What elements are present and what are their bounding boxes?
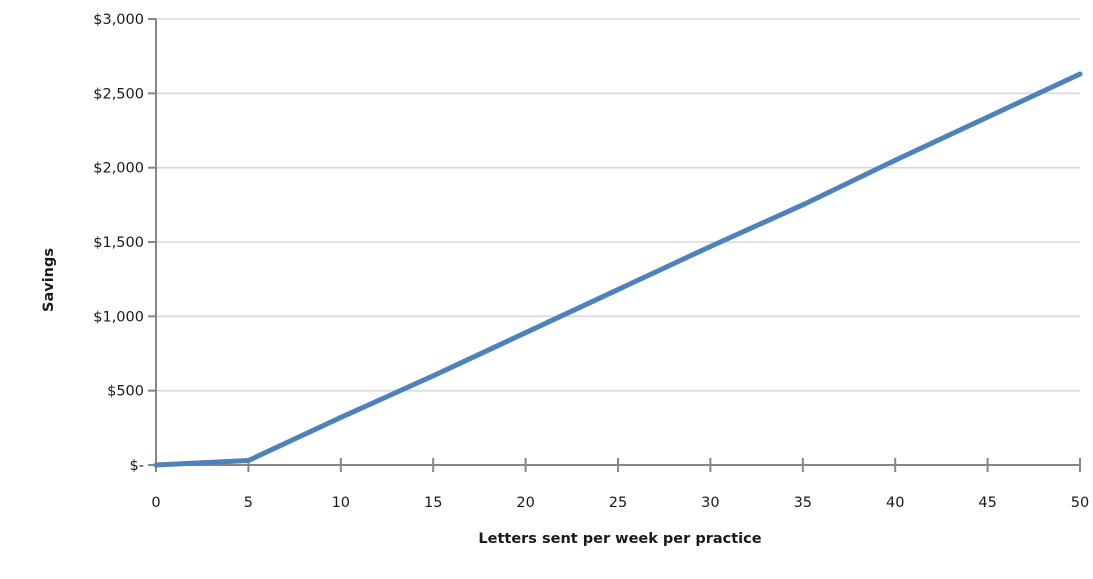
x-axis-title: Letters sent per week per practice [478, 531, 761, 547]
x-tick-label: 25 [609, 495, 627, 511]
x-tick-label: 30 [701, 495, 719, 511]
y-tick-label: $1,000 [93, 309, 144, 325]
x-tick-label: 10 [332, 495, 350, 511]
series-group [156, 74, 1080, 465]
gridlines [156, 19, 1080, 391]
y-tick-label: $3,000 [93, 12, 144, 28]
y-tick-label: $500 [107, 384, 144, 400]
x-tick-label: 50 [1071, 495, 1089, 511]
x-tick-label: 5 [244, 495, 253, 511]
y-axis-title: Savings [41, 248, 57, 312]
x-tick-label: 40 [886, 495, 904, 511]
x-tick-label: 15 [424, 495, 442, 511]
x-tick-label: 0 [151, 495, 160, 511]
x-tick-label: 45 [978, 495, 996, 511]
y-tick-label: $1,500 [93, 235, 144, 251]
ticks [148, 19, 1080, 472]
series-line-0 [156, 74, 1080, 465]
y-tick-label: $2,000 [93, 161, 144, 177]
tick-labels: $- $500 $1,000 $1,500 $2,000 $2,500 $3,000 0 5 10… [93, 12, 1089, 511]
y-tick-label: $2,500 [93, 86, 144, 102]
x-tick-label: 20 [516, 495, 534, 511]
y-tick-label: $- [130, 458, 144, 474]
x-tick-label: 35 [794, 495, 812, 511]
